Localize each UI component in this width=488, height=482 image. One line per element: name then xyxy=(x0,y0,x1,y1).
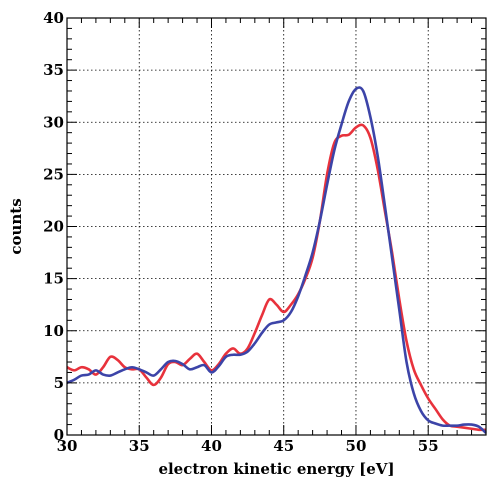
series-line-2 xyxy=(66,86,487,434)
series-lines xyxy=(66,86,487,434)
x-tick-label: 50 xyxy=(346,437,367,455)
grid xyxy=(67,18,486,435)
y-tick-label: 40 xyxy=(43,9,64,27)
x-tick-label: 40 xyxy=(201,437,222,455)
y-tick-labels: 0 5 10 15 20 25 30 35 40 xyxy=(43,9,64,444)
x-tick-label: 30 xyxy=(57,437,78,455)
y-tick-label: 30 xyxy=(43,113,64,131)
y-tick-label: 20 xyxy=(43,218,64,236)
x-tick-label: 45 xyxy=(273,437,294,455)
y-tick-label: 10 xyxy=(43,322,64,340)
x-tick-label: 55 xyxy=(418,437,439,455)
x-tick-labels: 30 35 40 45 50 55 xyxy=(57,437,439,455)
y-tick-label: 15 xyxy=(43,270,64,288)
axis-ticks xyxy=(66,17,487,436)
x-axis-title: electron kinetic energy [eV] xyxy=(158,460,394,478)
series-line-1 xyxy=(66,123,487,432)
y-axis-title: counts xyxy=(7,198,25,254)
y-tick-label: 35 xyxy=(43,61,64,79)
y-tick-label: 25 xyxy=(43,165,64,183)
x-tick-label: 35 xyxy=(129,437,150,455)
y-tick-label: 0 xyxy=(54,426,64,444)
y-tick-label: 5 xyxy=(54,374,64,392)
